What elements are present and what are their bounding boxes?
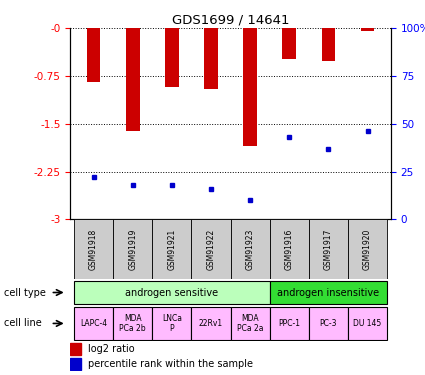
Bar	[87, 28, 100, 82]
Text: percentile rank within the sample: percentile rank within the sample	[88, 359, 252, 369]
Bar	[126, 28, 139, 131]
Text: PPC-1: PPC-1	[278, 319, 300, 328]
Bar	[70, 358, 81, 370]
Text: GSM91923: GSM91923	[246, 229, 255, 270]
Bar	[74, 219, 113, 279]
Bar	[243, 28, 257, 146]
Bar	[70, 344, 81, 355]
Text: androgen insensitive: androgen insensitive	[278, 288, 380, 297]
Bar	[152, 219, 191, 279]
Bar	[74, 307, 113, 340]
Text: 22Rv1: 22Rv1	[199, 319, 223, 328]
Bar	[282, 28, 296, 59]
Text: GSM91918: GSM91918	[89, 229, 98, 270]
Text: LAPC-4: LAPC-4	[80, 319, 107, 328]
Bar	[270, 280, 387, 304]
Bar	[113, 307, 152, 340]
Text: DU 145: DU 145	[354, 319, 382, 328]
Bar	[309, 307, 348, 340]
Text: GSM91917: GSM91917	[324, 229, 333, 270]
Bar	[361, 28, 374, 32]
Bar	[348, 219, 387, 279]
Bar	[309, 219, 348, 279]
Text: cell type: cell type	[4, 288, 46, 297]
Bar	[74, 280, 270, 304]
Bar	[165, 28, 179, 87]
Text: LNCa
P: LNCa P	[162, 314, 182, 333]
Text: log2 ratio: log2 ratio	[88, 344, 134, 354]
Bar	[191, 307, 230, 340]
Bar	[270, 219, 309, 279]
Text: cell line: cell line	[4, 318, 42, 328]
Title: GDS1699 / 14641: GDS1699 / 14641	[172, 14, 289, 27]
Text: androgen sensitive: androgen sensitive	[125, 288, 218, 297]
Bar	[113, 219, 152, 279]
Bar	[230, 307, 270, 340]
Text: MDA
PCa 2a: MDA PCa 2a	[237, 314, 264, 333]
Text: GSM91922: GSM91922	[207, 229, 215, 270]
Text: GSM91916: GSM91916	[285, 229, 294, 270]
Bar	[191, 219, 230, 279]
Bar	[152, 307, 191, 340]
Text: GSM91920: GSM91920	[363, 229, 372, 270]
Text: GSM91921: GSM91921	[167, 229, 176, 270]
Bar	[270, 307, 309, 340]
Text: PC-3: PC-3	[320, 319, 337, 328]
Text: GSM91919: GSM91919	[128, 229, 137, 270]
Bar	[204, 28, 218, 89]
Bar	[322, 28, 335, 61]
Bar	[230, 219, 270, 279]
Text: MDA
PCa 2b: MDA PCa 2b	[119, 314, 146, 333]
Bar	[348, 307, 387, 340]
